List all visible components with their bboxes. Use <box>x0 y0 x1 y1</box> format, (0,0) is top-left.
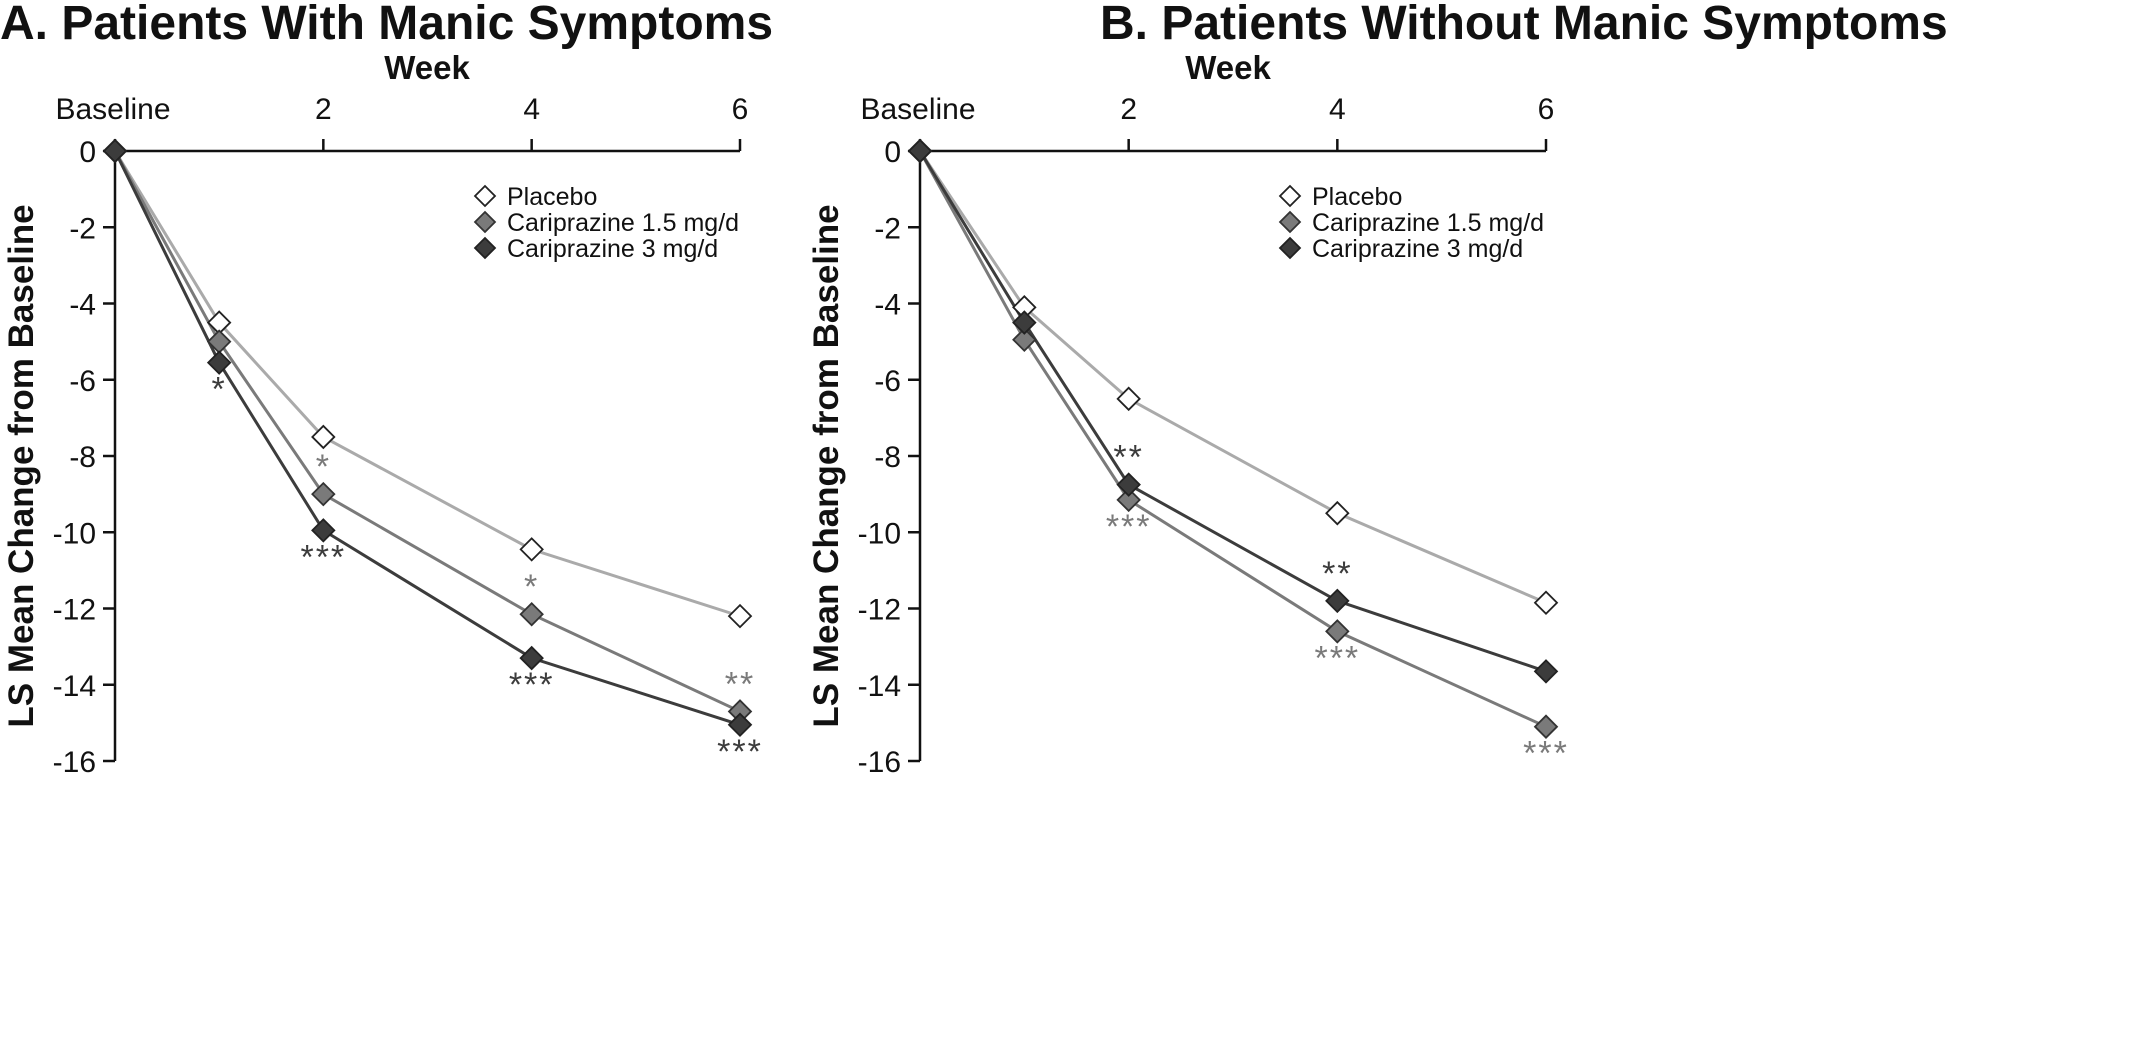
panel-a-chart: Baseline 2 4 6 Week 0 -2 -4 -6 -8 -10 -12 -14 -16 LS M… <box>2 49 763 779</box>
panel-a-significance-c15: * <box>524 568 539 606</box>
panel-b-point-c15 <box>1325 619 1350 644</box>
panel-b-point-c3 <box>1116 472 1141 497</box>
panel-a-y-tick-label: -14 <box>53 670 96 703</box>
panel-b-point-c3 <box>1533 659 1559 684</box>
panel-b-significance-c15: *** <box>1523 735 1569 773</box>
panel-a-y-tick-label: -4 <box>69 289 96 322</box>
panel-b-y-tick-label: -16 <box>858 746 901 779</box>
panel-a-legend-marker-c3 <box>473 236 497 260</box>
panel-a-y-tick-label: -12 <box>53 594 96 627</box>
panel-a-y-tick-label: -6 <box>69 365 96 398</box>
panel-b-point-placebo <box>1533 590 1559 616</box>
panel-a-point-c3 <box>519 645 544 671</box>
panel-a-y-tick-label: -16 <box>53 746 96 779</box>
panel-a-point-placebo <box>727 603 753 629</box>
panel-b-significance-c15: *** <box>1314 639 1360 677</box>
panel-b-y-tick-label: -8 <box>874 441 901 474</box>
panel-b-y-label: LS Mean Change from Baseline <box>807 204 846 727</box>
panel-b-y-tick-label: -2 <box>874 212 901 245</box>
panel-a-y-tick-label: -2 <box>69 212 96 245</box>
panel-b-chart: Baseline 2 4 6 Week 0 -2 -4 -6 -8 -10 -12 -14 -16 LS M… <box>807 49 1569 779</box>
panel-a-significance-c3: *** <box>300 538 346 576</box>
panel-b-legend-marker-c3 <box>1278 236 1302 260</box>
panel-a-significance-c15: * <box>316 448 331 486</box>
panel-b-y-tick-label: 0 <box>884 136 901 169</box>
panel-a-legend-marker-c15 <box>473 210 497 234</box>
panel-b-legend-label-c3: Cariprazine 3 mg/d <box>1312 235 1523 263</box>
panel-b-point-c15 <box>1012 327 1037 352</box>
panel-b-y-tick-label: -12 <box>858 594 901 627</box>
panel-b-point-c3 <box>907 138 933 164</box>
panel-b-significance-c15: *** <box>1106 508 1152 546</box>
panel-b-legend-label-c15: Cariprazine 1.5 mg/d <box>1312 209 1544 237</box>
panel-a-y-label: LS Mean Change from Baseline <box>2 204 41 727</box>
panel-b-x-tick-label: 2 <box>1120 93 1137 126</box>
panel-b-legend-label-placebo: Placebo <box>1312 183 1402 211</box>
panel-a-significance-c3: *** <box>717 733 763 771</box>
panel-a-x-tick-label: Baseline <box>55 93 170 126</box>
panel-a-significance-c3: *** <box>509 666 555 704</box>
panel-b-y-tick-label: -4 <box>874 289 901 322</box>
panel-a-significance-c15: ** <box>725 665 755 703</box>
panel-b-y-tick-label: -14 <box>858 670 901 703</box>
panel-b-significance-c3: ** <box>1113 439 1143 477</box>
panel-b-point-c15 <box>1116 487 1141 513</box>
panel-a-significance-c3: * <box>212 371 227 409</box>
panel-a-point-c3 <box>311 518 336 543</box>
panel-a-legend-label-c15: Cariprazine 1.5 mg/d <box>507 209 739 237</box>
panel-a-point-c3 <box>727 712 753 738</box>
panel-a-x-tick-label: 6 <box>732 93 749 126</box>
panel-a-point-placebo <box>311 424 336 450</box>
panel-a-x-tick-label: 2 <box>315 93 332 126</box>
panel-b-point-placebo <box>1116 386 1141 412</box>
panel-b-y-tick-label: -6 <box>874 365 901 398</box>
panel-a-week-label: Week <box>384 49 470 86</box>
panel-b-x-tick-label: 4 <box>1329 93 1346 126</box>
panel-b-x-tick-label: 6 <box>1538 93 1555 126</box>
panel-b-legend-marker-c15 <box>1278 210 1302 234</box>
panel-a-point-c3 <box>102 138 128 164</box>
panel-a-legend-label-placebo: Placebo <box>507 183 597 211</box>
panel-a-legend-marker-placebo <box>473 184 497 208</box>
panel-a-point-placebo <box>519 537 544 562</box>
panel-a-x-tick-label: 4 <box>523 93 540 126</box>
panel-b-week-label: Week <box>1185 49 1271 86</box>
panel-a-y-tick-label: -8 <box>69 441 96 474</box>
panel-b-point-placebo <box>1325 500 1350 526</box>
panel-b-legend-marker-placebo <box>1278 184 1302 208</box>
panel-a-y-tick-label: -10 <box>53 517 96 550</box>
panel-a-point-c15 <box>519 601 544 627</box>
panel-b-point-c3 <box>1325 588 1350 614</box>
panel-b-title: B. Patients Without Manic Symptoms <box>1100 0 1948 50</box>
panel-a-point-c3 <box>206 350 232 375</box>
panel-a-legend-label-c3: Cariprazine 3 mg/d <box>507 235 718 263</box>
panel-b-point-c3 <box>1012 310 1037 335</box>
panel-a-title: A. Patients With Manic Symptoms <box>0 0 774 50</box>
panel-b-point-c15 <box>1533 714 1559 739</box>
panel-b-y-tick-label: -10 <box>858 517 901 550</box>
panel-a-point-c15 <box>311 481 336 507</box>
panel-b-significance-c3: ** <box>1322 555 1352 593</box>
panel-b-x-tick-label: Baseline <box>860 93 975 126</box>
panel-a-y-tick-label: 0 <box>79 136 96 169</box>
